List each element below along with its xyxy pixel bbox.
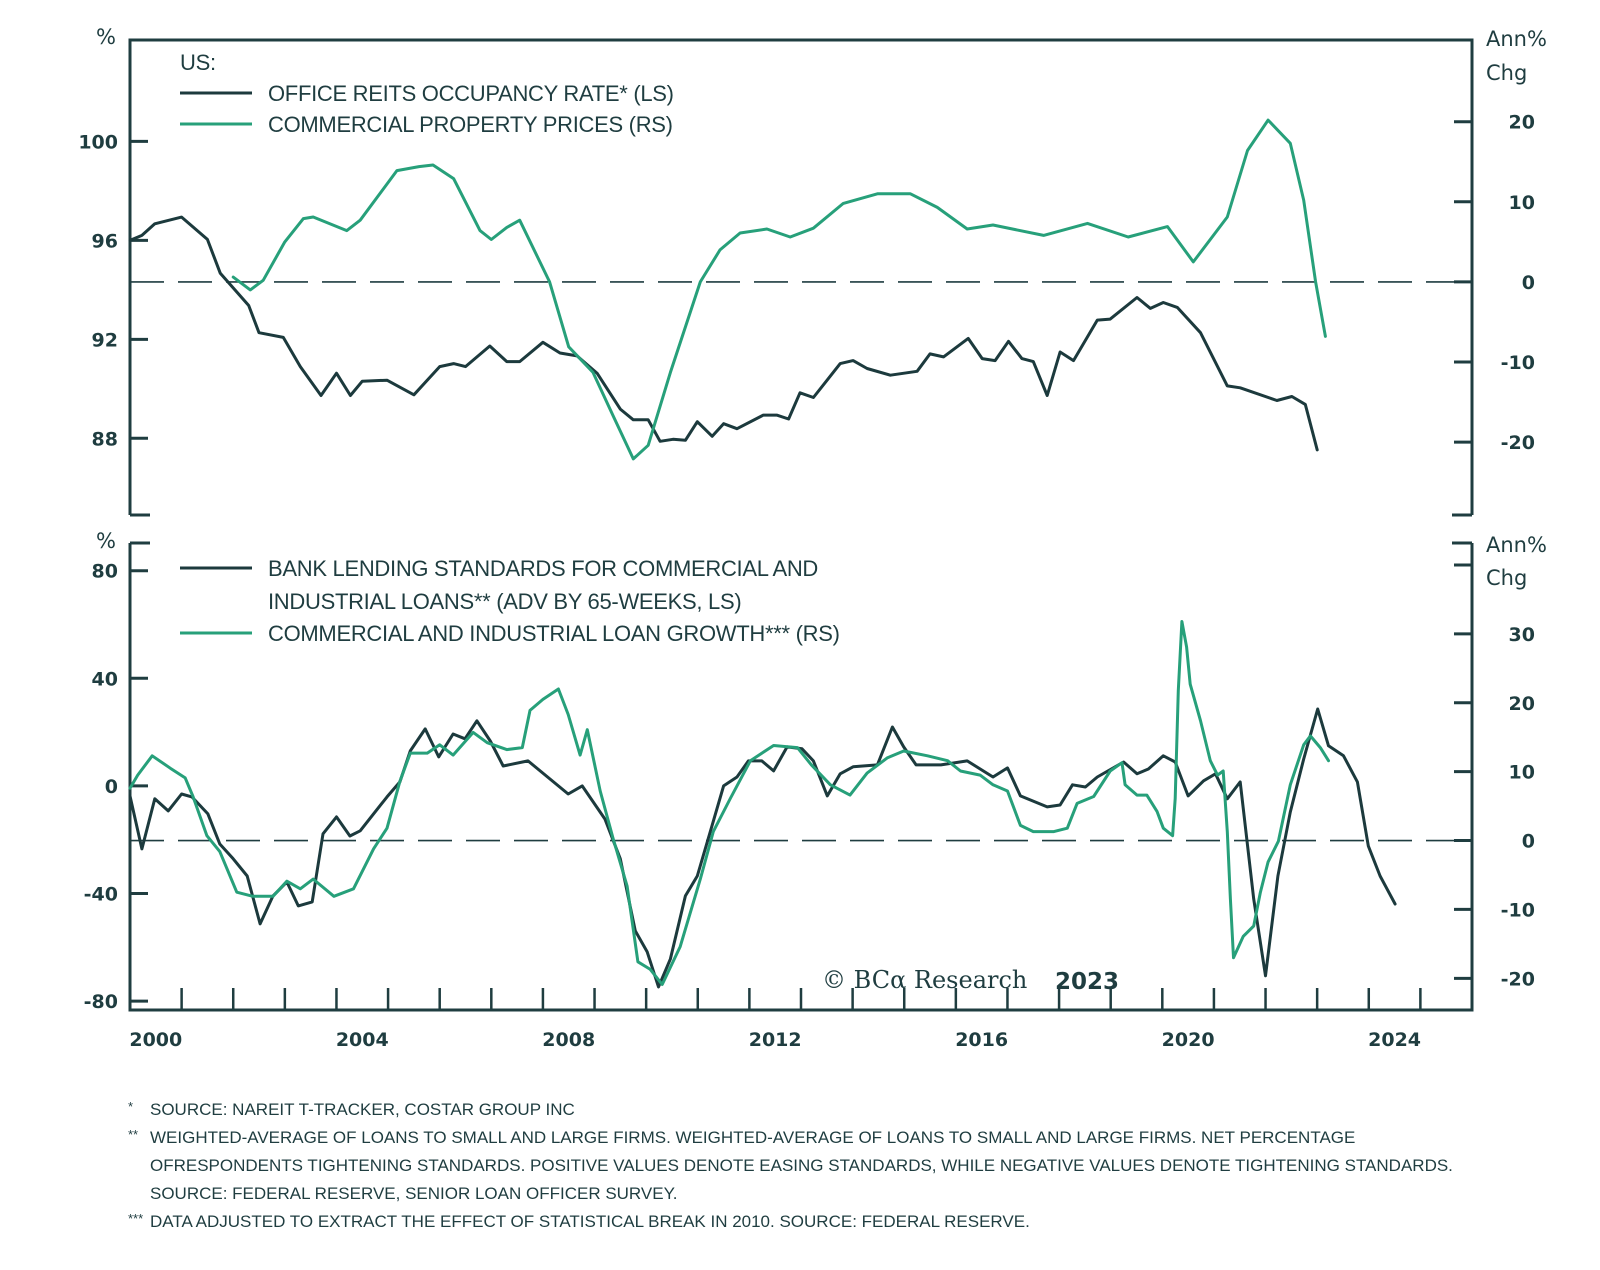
right-tick-label: 0 [1522,831,1535,853]
legend-label-loan-growth: COMMERCIAL AND INDUSTRIAL LOAN GROWTH***… [268,621,840,646]
top-right-unit-line1: Ann% [1486,27,1547,51]
footnote-text: DATA ADJUSTED TO EXTRACT THE EFFECT OF S… [150,1212,1030,1231]
footnote-mark: * [128,1099,134,1114]
legend-label-lending-standards-line2: INDUSTRIAL LOANS** (ADV BY 65-WEEKS, LS) [268,589,741,614]
legend-label-property-prices: COMMERCIAL PROPERTY PRICES (RS) [268,112,673,137]
x-tick-label: 2024 [1368,1029,1421,1051]
left-tick-label: 100 [78,131,118,153]
bottom-left-unit: % [96,529,116,553]
footnote-3: *** DATA ADJUSTED TO EXTRACT THE EFFECT … [128,1208,1478,1236]
top-series-group [128,118,1327,461]
right-tick-label: 10 [1509,192,1535,214]
watermark-year: 2023 [1055,969,1119,995]
footnote-mark: *** [128,1211,144,1226]
bottom-right-unit-line1: Ann% [1486,533,1547,557]
right-tick-label: -10 [1501,352,1535,374]
top-left-unit: % [96,25,116,49]
series-line-commercial-and-industrial-loan-growth-rs [128,620,1330,986]
top-right-axis: -20 -10 0 10 20 [1454,112,1535,454]
top-legend-title: US: [180,50,216,75]
bottom-series-group [128,620,1397,989]
bottom-left-axis: -80 -40 0 40 80 [84,561,148,1013]
x-tick-label: 2012 [749,1029,802,1051]
right-tick-label: 10 [1509,762,1535,784]
series-line-bank-lending-standards-for-commercial-an [128,707,1397,989]
right-tick-label: 0 [1522,272,1535,294]
right-tick-label: 30 [1509,624,1535,646]
top-legend: US: OFFICE REITS OCCUPANCY RATE* (LS) CO… [180,50,674,137]
top-panel: % Ann% Chg 88 92 96 100 -20 -10 0 10 20 US: OFF… [78,25,1547,515]
left-tick-label: -40 [84,884,118,906]
left-tick-label: 40 [92,668,118,690]
right-tick-label: -10 [1501,899,1535,921]
left-tick-label: 96 [92,230,118,252]
right-tick-label: 20 [1509,112,1535,134]
footnote-2: ** WEIGHTED-AVERAGE OF LOANS TO SMALL AN… [128,1124,1478,1208]
left-tick-label: 80 [92,561,118,583]
footnote-text: SOURCE: NAREIT T-TRACKER, COSTAR GROUP I… [150,1100,575,1119]
x-tick-label: 2000 [129,1029,182,1051]
x-tick-label: 2020 [1162,1029,1215,1051]
top-right-unit-line2: Chg [1486,61,1527,85]
right-tick-label: 20 [1509,693,1535,715]
top-left-axis: 88 92 96 100 [78,131,148,450]
left-tick-label: -80 [84,991,118,1013]
top-panel-frame [128,38,1474,515]
bottom-panel: % Ann% Chg -80 -40 0 40 80 -20 -10 0 10 20 30 200… [84,513,1547,1051]
legend-label-lending-standards-line1: BANK LENDING STANDARDS FOR COMMERCIAL AN… [268,556,818,581]
x-tick-label: 2004 [336,1029,389,1051]
watermark-text: © BCα Research [822,966,1027,994]
x-axis: 2000 2004 2008 2012 2016 2020 2024 [129,988,1422,1051]
series-line-commercial-property-prices-rs [231,118,1327,461]
bottom-right-unit-line2: Chg [1486,566,1527,590]
x-tick-label: 2008 [542,1029,595,1051]
right-tick-label: -20 [1501,432,1535,454]
bottom-right-axis: -20 -10 0 10 20 30 [1454,563,1535,990]
left-tick-label: 0 [105,776,118,798]
bottom-legend: BANK LENDING STANDARDS FOR COMMERCIAL AN… [180,556,840,646]
series-line-office-reits-occupancy-rate-ls [128,215,1319,452]
left-tick-label: 88 [92,428,118,450]
legend-label-occupancy: OFFICE REITS OCCUPANCY RATE* (LS) [268,81,674,106]
footnote-mark: ** [128,1127,139,1142]
x-tick-label: 2016 [955,1029,1008,1051]
left-tick-label: 92 [92,329,118,351]
right-tick-label: -20 [1501,968,1535,990]
footnotes: * SOURCE: NAREIT T-TRACKER, COSTAR GROUP… [128,1096,1478,1236]
footnote-text: WEIGHTED-AVERAGE OF LOANS TO SMALL AND L… [150,1128,1453,1203]
footnote-1: * SOURCE: NAREIT T-TRACKER, COSTAR GROUP… [128,1096,1478,1124]
watermark: © BCα Research 2023 [822,966,1119,995]
